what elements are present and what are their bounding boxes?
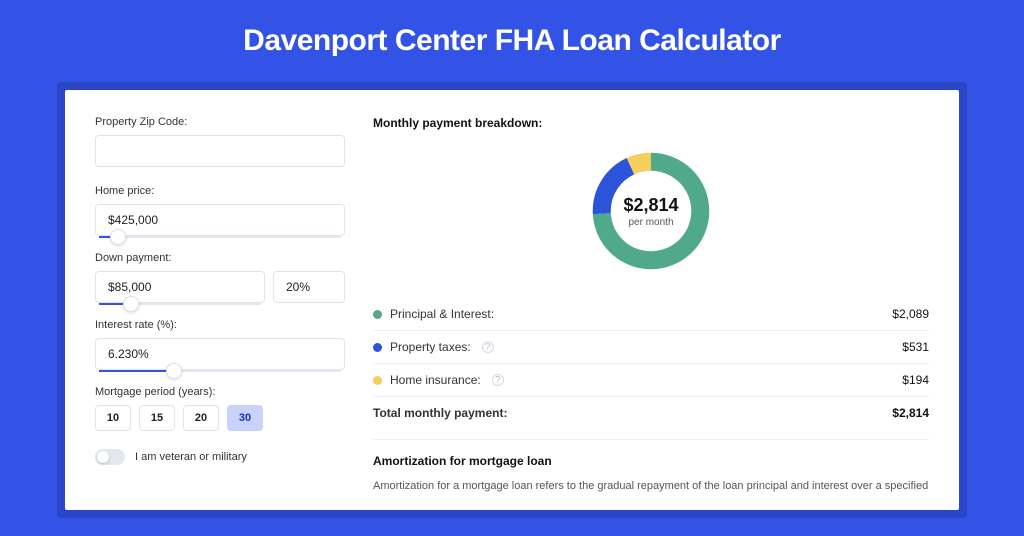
zip-label: Property Zip Code: <box>95 116 345 128</box>
form-panel: Property Zip Code: Home price: Down paym… <box>95 116 345 510</box>
field-zip: Property Zip Code: <box>95 116 345 167</box>
home-price-input[interactable] <box>95 204 345 236</box>
legend-dot-icon <box>373 376 382 385</box>
legend-value: $194 <box>902 373 929 387</box>
legend-label: Property taxes: <box>390 340 471 354</box>
home-price-slider[interactable] <box>99 236 341 238</box>
legend-label: Home insurance: <box>390 373 481 387</box>
home-price-label: Home price: <box>95 185 345 197</box>
field-mortgage-period: Mortgage period (years): 10 15 20 30 <box>95 386 345 431</box>
info-icon[interactable]: ? <box>492 374 504 386</box>
page-title: Davenport Center FHA Loan Calculator <box>0 24 1024 58</box>
legend-dot-icon <box>373 343 382 352</box>
donut-amount: $2,814 <box>623 195 678 216</box>
veteran-toggle-row: I am veteran or military <box>95 449 345 465</box>
info-icon[interactable]: ? <box>482 341 494 353</box>
period-option-10[interactable]: 10 <box>95 405 131 431</box>
legend-row: Property taxes:? $531 <box>373 331 929 364</box>
interest-rate-input[interactable] <box>95 338 345 370</box>
legend-total-label: Total monthly payment: <box>373 406 507 420</box>
legend-row: Principal & Interest: $2,089 <box>373 298 929 331</box>
legend-total-value: $2,814 <box>892 406 929 420</box>
field-home-price: Home price: <box>95 185 345 238</box>
interest-rate-label: Interest rate (%): <box>95 319 345 331</box>
legend-dot-icon <box>373 310 382 319</box>
down-payment-pct-input[interactable] <box>273 271 345 303</box>
veteran-toggle[interactable] <box>95 449 125 465</box>
field-interest-rate: Interest rate (%): <box>95 319 345 372</box>
zip-input[interactable] <box>95 135 345 167</box>
breakdown-panel: Monthly payment breakdown: $2,814 per mo… <box>373 116 929 510</box>
field-down-payment: Down payment: <box>95 252 345 305</box>
breakdown-title: Monthly payment breakdown: <box>373 116 929 130</box>
donut-sub: per month <box>628 217 673 228</box>
amortization-text: Amortization for a mortgage loan refers … <box>373 478 929 495</box>
down-payment-label: Down payment: <box>95 252 345 264</box>
down-payment-input[interactable] <box>95 271 265 303</box>
amortization-title: Amortization for mortgage loan <box>373 454 929 468</box>
card-shadow: Property Zip Code: Home price: Down paym… <box>57 82 967 518</box>
period-option-20[interactable]: 20 <box>183 405 219 431</box>
legend-label: Principal & Interest: <box>390 307 494 321</box>
legend-value: $531 <box>902 340 929 354</box>
legend-value: $2,089 <box>892 307 929 321</box>
veteran-label: I am veteran or military <box>135 451 247 463</box>
calculator-card: Property Zip Code: Home price: Down paym… <box>65 90 959 510</box>
mortgage-period-label: Mortgage period (years): <box>95 386 345 398</box>
interest-rate-slider[interactable] <box>99 370 341 372</box>
amortization-section: Amortization for mortgage loan Amortizat… <box>373 439 929 495</box>
legend-row: Home insurance:? $194 <box>373 364 929 397</box>
period-option-30[interactable]: 30 <box>227 405 263 431</box>
donut-chart: $2,814 per month <box>373 146 929 276</box>
period-option-15[interactable]: 15 <box>139 405 175 431</box>
legend-total-row: Total monthly payment: $2,814 <box>373 397 929 429</box>
down-payment-slider[interactable] <box>99 303 261 305</box>
